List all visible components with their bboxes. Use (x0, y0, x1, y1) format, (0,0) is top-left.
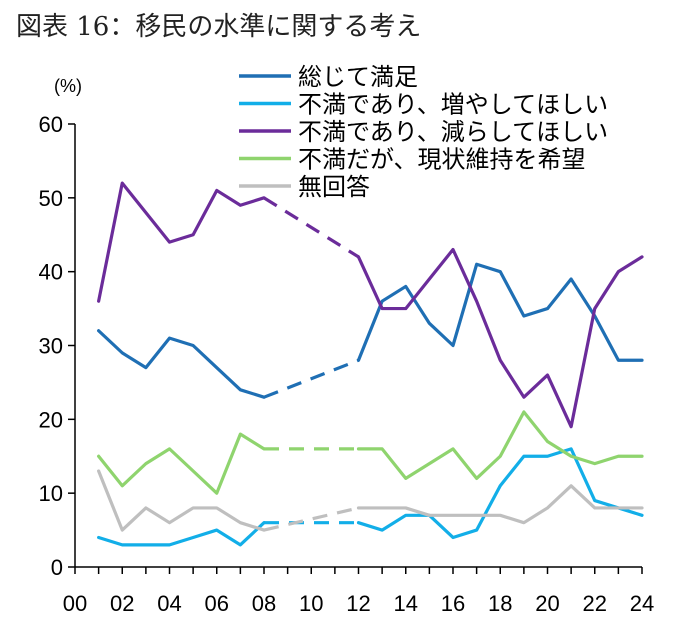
legend: 総じて満足不満であり、増やしてほしい不満であり、減らしてほしい不満だが、現状維持… (239, 64, 608, 201)
series-line (356, 247, 644, 429)
series-line (97, 329, 266, 399)
y-tick-label: 10 (39, 481, 63, 506)
x-tick-label: 24 (630, 591, 654, 616)
y-tick-label: 50 (39, 186, 63, 211)
legend-label: 総じて満足 (298, 64, 418, 91)
y-unit-label: (%) (54, 76, 82, 96)
series-line (356, 410, 644, 480)
y-tick-label: 40 (39, 260, 63, 285)
series-layer (97, 181, 644, 547)
x-tick-label: 00 (63, 591, 87, 616)
series-line (97, 432, 266, 495)
axes: 0 10 20 30 40 50 60 (%) 00 02 04 06 08 10 12 14 16 18 20 22… (39, 76, 655, 616)
y-tick-label: 30 (39, 334, 63, 359)
series-gap-dashed (263, 506, 359, 532)
x-tick-label: 18 (488, 591, 512, 616)
series-line (356, 262, 644, 362)
series-3 (97, 181, 644, 429)
y-tick-label: 20 (39, 407, 63, 432)
x-tick-label: 12 (346, 591, 370, 616)
x-tick-label: 04 (157, 591, 181, 616)
series-line (97, 181, 266, 303)
series-4 (97, 410, 644, 495)
x-tick-label: 20 (535, 591, 559, 616)
chart-title: 図表 16：移民の水準に関する考え (16, 12, 422, 42)
series-line (97, 521, 266, 547)
y-tick-label: 60 (39, 112, 63, 137)
legend-label: 不満だが、現状維持を希望 (298, 147, 586, 174)
y-tick-label: 0 (51, 555, 63, 580)
series-line (356, 484, 644, 525)
x-tick-label: 06 (205, 591, 229, 616)
series-2 (97, 447, 644, 547)
legend-label: 無回答 (298, 174, 370, 201)
x-tick-label: 14 (394, 591, 418, 616)
legend-label: 不満であり、増やしてほしい (298, 92, 608, 119)
legend-label: 不満であり、減らしてほしい (298, 119, 608, 146)
series-line (97, 469, 266, 532)
series-line (356, 447, 644, 540)
x-tick-label: 10 (299, 591, 323, 616)
x-tick-label: 02 (110, 591, 134, 616)
series-gap-dashed (263, 196, 360, 259)
series-gap-dashed (263, 358, 360, 399)
series-5 (97, 469, 644, 532)
x-tick-label: 22 (583, 591, 607, 616)
x-tick-label: 08 (252, 591, 276, 616)
x-tick-label: 16 (441, 591, 465, 616)
